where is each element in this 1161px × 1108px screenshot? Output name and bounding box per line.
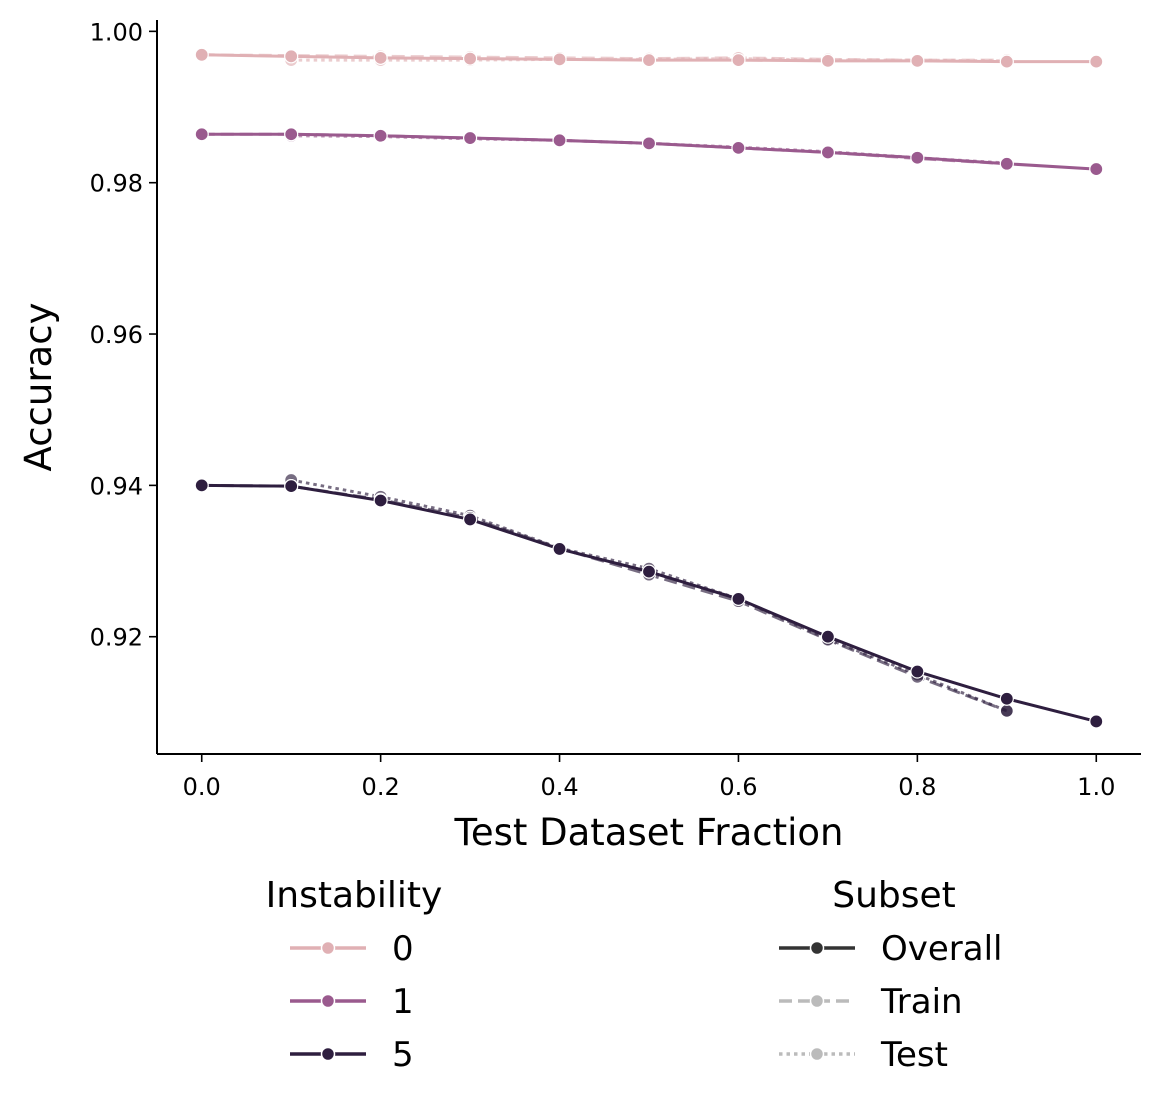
- axes-layer: [156, 20, 1141, 755]
- series-0-overall-point: [462, 51, 478, 66]
- series-1-overall-point: [373, 128, 388, 143]
- legend-entry-instability-5: 5: [290, 1035, 414, 1075]
- series-1-overall-point: [731, 140, 746, 155]
- legend-instability: Instability 0 1 5: [266, 875, 443, 1075]
- series-layer: [194, 47, 1104, 729]
- legend-label-subset-train: Train: [880, 982, 963, 1022]
- series-5-overall-point: [731, 591, 746, 606]
- series-1-overall-point: [999, 156, 1014, 171]
- series-1-overall: [194, 127, 1104, 177]
- series-5-overall-point: [820, 629, 836, 644]
- series-5-overall-point: [284, 479, 299, 494]
- y-tick-label: 1.00: [90, 18, 143, 46]
- series-5-overall-point: [910, 664, 925, 679]
- series-0-overall-point: [910, 53, 925, 68]
- legend-subset: Subset Overall Train Test: [779, 875, 1003, 1075]
- x-tick-label: 0.2: [362, 773, 400, 801]
- series-0-overall-point: [1089, 54, 1104, 69]
- series-1-overall-point: [284, 127, 299, 142]
- series-1-overall-point: [910, 150, 925, 165]
- y-tick-label: 0.96: [90, 321, 143, 349]
- x-tick-label: 0.4: [540, 773, 578, 801]
- legend-marker-instability-0: [320, 940, 336, 956]
- legend-label-instability-5: 5: [392, 1035, 414, 1075]
- series-1-overall-point: [820, 145, 836, 160]
- series-1-overall-point: [552, 133, 567, 148]
- legend-label-subset-overall: Overall: [881, 929, 1003, 969]
- series-0-overall-point: [373, 50, 388, 65]
- legend-instability-title: Instability: [266, 875, 443, 916]
- legend-entry-instability-1: 1: [290, 982, 414, 1022]
- y-axis-title: Accuracy: [17, 303, 60, 472]
- series-5-overall-point: [373, 493, 388, 508]
- series-0-overall-point: [999, 54, 1014, 69]
- y-ticks: 0.92 0.94 0.96 0.98 1.00: [90, 18, 157, 652]
- y-tick-label: 0.94: [90, 472, 143, 500]
- legend-entry-subset-train: Train: [779, 982, 963, 1022]
- series-5-train-point: [999, 703, 1014, 718]
- legend-label-instability-1: 1: [392, 982, 414, 1022]
- series-5-overall-point: [641, 564, 657, 579]
- series-0-overall-point: [284, 49, 299, 64]
- series-1-overall-point: [462, 130, 478, 146]
- y-tick-label: 0.98: [90, 170, 143, 198]
- series-5-overall-point: [194, 478, 209, 493]
- series-0-overall-point: [820, 53, 836, 68]
- series-0-overall-point: [194, 47, 209, 62]
- y-tick-label: 0.92: [90, 624, 143, 652]
- series-0-overall-point: [552, 52, 567, 67]
- x-tick-label: 0.8: [898, 773, 936, 801]
- x-tick-label: 0.6: [719, 773, 757, 801]
- legend-marker-subset-test: [809, 1046, 825, 1062]
- series-1-overall-point: [1089, 161, 1104, 177]
- legend-entry-subset-overall: Overall: [779, 929, 1003, 969]
- series-0-overall-point: [641, 53, 657, 68]
- series-0-overall: [194, 47, 1104, 69]
- legend-label-instability-0: 0: [392, 929, 414, 969]
- legend-marker-subset-train: [809, 993, 825, 1009]
- series-5-overall: [194, 478, 1104, 729]
- series-1-overall-point: [194, 127, 209, 142]
- x-tick-label: 1.0: [1077, 773, 1115, 801]
- series-1-overall-point: [641, 136, 657, 151]
- series-5-overall-point: [999, 691, 1014, 706]
- legend-subset-title: Subset: [832, 875, 956, 916]
- x-ticks: 0.0 0.2 0.4 0.6 0.8 1.0: [183, 754, 1115, 801]
- series-5-overall-point: [552, 541, 567, 557]
- legend-marker-subset-overall: [809, 940, 825, 956]
- x-tick-label: 0.0: [183, 773, 221, 801]
- series-5-overall-point: [1089, 714, 1104, 729]
- legend-entry-subset-test: Test: [779, 1035, 948, 1075]
- series-0-overall-point: [731, 53, 746, 68]
- legend-entry-instability-0: 0: [290, 929, 414, 969]
- legend-label-subset-test: Test: [880, 1035, 948, 1075]
- legend-marker-instability-1: [320, 993, 336, 1009]
- series-5-overall-point: [462, 512, 478, 527]
- legend-marker-instability-5: [320, 1046, 336, 1062]
- x-axis-title: Test Dataset Fraction: [454, 811, 844, 854]
